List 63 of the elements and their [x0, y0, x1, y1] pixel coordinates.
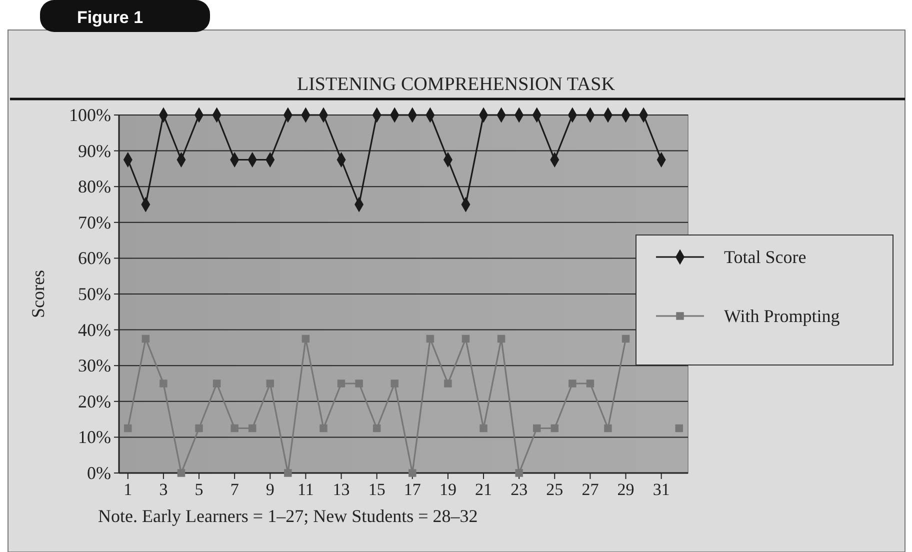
- point: [355, 380, 363, 388]
- point: [230, 424, 238, 432]
- x-tick-label: 5: [194, 480, 204, 499]
- x-tick-label: 17: [404, 480, 422, 499]
- point: [124, 424, 132, 432]
- point: [480, 424, 488, 432]
- y-tick-label: 10%: [78, 427, 111, 448]
- point: [320, 424, 328, 432]
- x-tick-label: 23: [510, 480, 528, 499]
- point: [426, 334, 434, 343]
- y-tick-label: 0%: [87, 463, 111, 483]
- x-tick-label: 25: [546, 480, 564, 499]
- legend-label: Total Score: [724, 247, 806, 267]
- x-tick-label: 11: [298, 480, 314, 499]
- point: [195, 424, 203, 432]
- y-tick-label: 20%: [78, 391, 111, 412]
- y-tick-label: 60%: [78, 248, 111, 268]
- point: [604, 424, 612, 432]
- point: [337, 380, 346, 388]
- point: [248, 424, 256, 432]
- point: [284, 469, 292, 477]
- point: [532, 424, 541, 432]
- y-tick-label: 80%: [78, 176, 111, 197]
- point: [408, 469, 416, 477]
- y-tick-label: 50%: [78, 284, 111, 304]
- legend-label: With Prompting: [724, 306, 840, 326]
- point: [142, 334, 150, 343]
- x-tick-label: 27: [582, 480, 600, 499]
- point: [568, 380, 576, 388]
- x-tick-label: 29: [617, 480, 634, 499]
- y-tick-label: 30%: [78, 356, 111, 376]
- x-tick-label: 21: [475, 480, 492, 499]
- y-tick-label: 40%: [78, 320, 111, 340]
- x-tick-label: 1: [124, 480, 132, 499]
- x-tick-label: 13: [332, 480, 350, 499]
- point: [515, 469, 523, 477]
- point: [266, 380, 274, 388]
- caption: Figure 1: [76, 8, 144, 27]
- text: Note. Early Learners = 1–27; New Students = 28–32: [98, 506, 478, 526]
- x-tick-label: 31: [652, 480, 670, 499]
- point: [622, 334, 630, 343]
- point: [160, 380, 168, 388]
- chart-title: LISTENING COMPREHENSION TASK: [297, 74, 616, 95]
- point: [586, 380, 594, 388]
- y-tick-label: 70%: [78, 212, 111, 232]
- point: [497, 334, 506, 343]
- point: [372, 424, 381, 432]
- point: [550, 424, 559, 432]
- point: [177, 469, 186, 477]
- point: [302, 334, 310, 343]
- x-tick-label: 3: [159, 480, 168, 499]
- point: [462, 334, 470, 343]
- y-tick-label: 100%: [69, 105, 111, 125]
- point: [444, 380, 452, 388]
- x-tick-label: 7: [230, 480, 240, 499]
- point: [390, 380, 398, 388]
- y-axis-title: Scores: [28, 270, 48, 318]
- x-tick-label: 15: [368, 480, 386, 499]
- y-tick-label: 90%: [78, 140, 111, 161]
- point: [675, 424, 683, 432]
- x-tick-label: 9: [266, 480, 274, 499]
- point: [212, 380, 221, 388]
- x-tick-label: 19: [439, 480, 456, 499]
